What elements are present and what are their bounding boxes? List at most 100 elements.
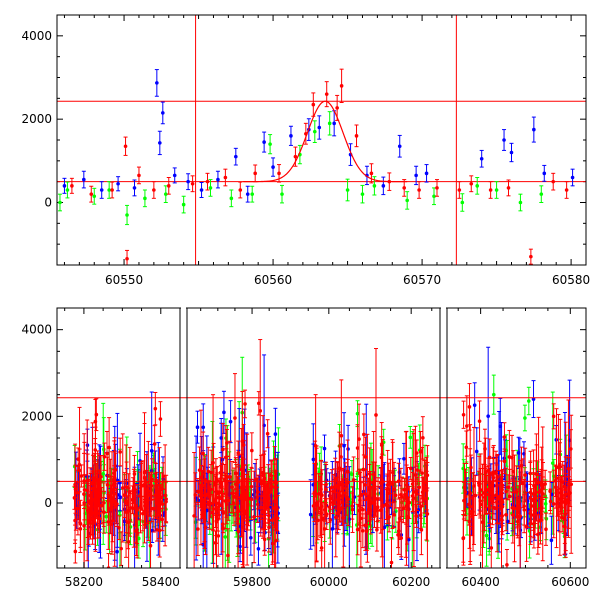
bottom-break-gap bbox=[181, 307, 186, 309]
bottom-data-point bbox=[108, 458, 113, 535]
top-data-point bbox=[132, 179, 137, 197]
top-data-point bbox=[570, 168, 575, 187]
bottom-data-point bbox=[560, 502, 565, 533]
bottom-data-point bbox=[211, 442, 216, 568]
bottom-ytick-label: 2000 bbox=[21, 409, 52, 423]
bottom-data-point bbox=[225, 528, 230, 568]
bottom-data-point bbox=[104, 430, 109, 477]
bottom-data-point bbox=[567, 469, 572, 518]
top-data-point bbox=[199, 182, 204, 198]
bottom-data-point bbox=[361, 444, 366, 495]
top-data-point bbox=[432, 187, 437, 206]
bottom-data-point bbox=[154, 479, 159, 519]
top-data-point bbox=[65, 181, 70, 199]
top-data-point bbox=[160, 101, 165, 125]
bottom-data-point bbox=[486, 465, 491, 515]
bottom-data-point bbox=[360, 513, 365, 549]
bottom-data-point bbox=[145, 484, 150, 524]
bottom-data-point bbox=[110, 499, 115, 543]
top-model-curve bbox=[243, 100, 408, 183]
bottom-data-point bbox=[461, 510, 466, 566]
top-data-point bbox=[551, 172, 556, 191]
top-panel: 0 2000 4000 60550 60560 60570 60580 bbox=[21, 14, 590, 287]
top-data-point bbox=[475, 177, 480, 195]
bottom-data-point bbox=[232, 373, 237, 463]
top-data-point bbox=[223, 168, 228, 187]
top-data-point bbox=[354, 124, 359, 148]
bottom-data-point bbox=[266, 464, 271, 517]
bottom-data-point bbox=[112, 450, 117, 490]
bottom-data-point bbox=[149, 495, 154, 523]
top-data-point bbox=[92, 187, 97, 205]
top-data-point bbox=[142, 189, 147, 208]
top-data-point bbox=[531, 116, 536, 143]
bottom-data-point bbox=[413, 425, 418, 524]
bottom-data-point bbox=[130, 485, 135, 515]
top-data-point bbox=[62, 177, 67, 194]
top-plot-area bbox=[57, 15, 586, 265]
bottom-data-point bbox=[385, 449, 390, 520]
top-data-point bbox=[434, 179, 439, 197]
bottom-xtick-label: 60200 bbox=[392, 575, 430, 589]
bottom-data-point bbox=[126, 473, 131, 568]
bottom-data-point bbox=[468, 454, 473, 481]
bottom-data-point bbox=[221, 492, 226, 534]
top-data-point bbox=[205, 172, 210, 191]
bottom-data-point bbox=[389, 537, 394, 568]
bottom-data-point bbox=[122, 472, 127, 519]
top-data-point bbox=[293, 146, 298, 167]
bottom-data-point bbox=[195, 478, 200, 505]
bottom-data-point bbox=[199, 464, 204, 520]
bottom-data-point bbox=[396, 521, 401, 549]
bottom-data-point bbox=[132, 454, 137, 493]
bottom-data-point bbox=[324, 461, 329, 517]
top-axes-frame bbox=[56, 14, 587, 266]
bottom-data-point bbox=[76, 447, 81, 471]
bottom-data-point bbox=[106, 493, 111, 550]
bottom-data-point bbox=[504, 498, 509, 532]
top-data-point bbox=[479, 149, 484, 168]
bottom-data-point bbox=[554, 408, 559, 549]
bottom-data-point bbox=[313, 440, 318, 568]
bottom-data-point bbox=[378, 486, 383, 534]
bottom-data-point bbox=[101, 497, 106, 527]
top-ytick-label: 2000 bbox=[21, 112, 52, 126]
top-data-point bbox=[157, 130, 162, 156]
bottom-data-point bbox=[474, 427, 479, 476]
top-data-point bbox=[233, 147, 238, 166]
top-data-point bbox=[345, 178, 350, 202]
bottom-data-point bbox=[351, 456, 356, 504]
top-data-point bbox=[110, 181, 115, 199]
top-data-point bbox=[539, 185, 544, 203]
bottom-data-point bbox=[112, 479, 117, 509]
bottom-data-point bbox=[528, 510, 533, 537]
bottom-data-point bbox=[523, 447, 528, 503]
bottom-data-point bbox=[549, 515, 554, 565]
bottom-data-point bbox=[118, 437, 123, 467]
bottom-data-point bbox=[88, 467, 93, 524]
bottom-data-point bbox=[358, 469, 363, 568]
bottom-data-point bbox=[543, 512, 548, 546]
top-data-point bbox=[564, 181, 569, 199]
top-data-point bbox=[69, 177, 74, 194]
bottom-ytick-label: 4000 bbox=[21, 323, 52, 337]
top-data-point bbox=[250, 185, 255, 203]
bottom-data-point bbox=[90, 422, 95, 545]
top-data-point bbox=[125, 249, 130, 265]
bottom-data-point bbox=[400, 476, 405, 518]
bottom-data-point bbox=[478, 453, 483, 556]
top-xtick-label: 60550 bbox=[105, 273, 143, 287]
bottom-break-gap bbox=[181, 567, 186, 569]
bottom-data-point bbox=[343, 462, 348, 524]
bottom-data-point bbox=[214, 490, 219, 544]
bottom-data-point bbox=[500, 469, 505, 536]
bottom-data-point bbox=[116, 515, 121, 541]
bottom-data-point bbox=[339, 443, 344, 471]
bottom-xtick-label: 59800 bbox=[233, 575, 271, 589]
top-data-point bbox=[469, 175, 474, 193]
top-data-point bbox=[253, 164, 258, 183]
bottom-data-point bbox=[244, 473, 249, 526]
bottom-data-point bbox=[227, 440, 232, 513]
top-data-point bbox=[238, 181, 243, 199]
